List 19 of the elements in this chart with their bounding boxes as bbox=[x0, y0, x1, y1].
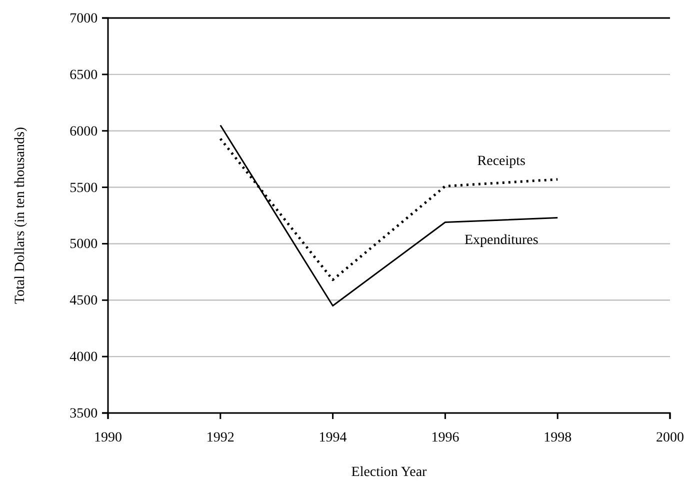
series-label: Receipts bbox=[477, 154, 526, 169]
y-axis-title: Total Dollars (in ten thousands) bbox=[13, 126, 28, 304]
x-axis-title: Election Year bbox=[351, 465, 428, 480]
x-tick-label: 1996 bbox=[431, 430, 460, 446]
y-tick-label: 7000 bbox=[70, 11, 98, 26]
y-tick-label: 6000 bbox=[70, 124, 98, 140]
x-tick-label: 1990 bbox=[94, 430, 122, 446]
y-tick-label: 3500 bbox=[70, 406, 98, 422]
y-tick-label: 5000 bbox=[70, 237, 98, 252]
x-tick-label: 1998 bbox=[544, 430, 572, 446]
y-tick-label: 4500 bbox=[70, 294, 98, 309]
y-tick-label: 5500 bbox=[70, 180, 98, 196]
x-tick-label: 1992 bbox=[206, 430, 234, 446]
x-tick-label: 2000 bbox=[656, 430, 684, 446]
x-tick-label: 1994 bbox=[318, 430, 347, 446]
y-tick-label: 6500 bbox=[70, 68, 98, 83]
line-series bbox=[220, 124, 558, 307]
series-label: Expenditures bbox=[464, 233, 538, 248]
y-tick-label: 4000 bbox=[70, 350, 98, 366]
